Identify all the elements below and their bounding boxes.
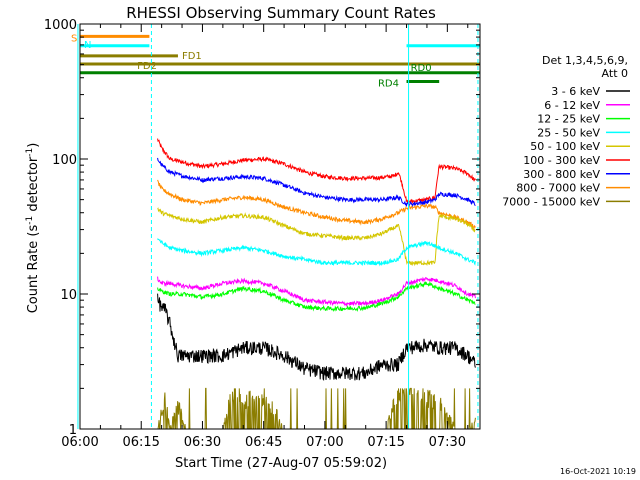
series-line-7000-15000keV <box>157 387 476 430</box>
x-tick-label-6: 07:30 <box>429 435 466 450</box>
x-tick-label-4: 07:00 <box>306 435 343 450</box>
flag-label-n: N <box>84 40 91 51</box>
legend-label-8: 7000 - 15000 keV <box>502 195 600 208</box>
series-line-800-7000keV <box>157 179 476 231</box>
series-line-3-6keV <box>157 293 476 382</box>
x-axis-label: Start Time (27-Aug-07 05:59:02) <box>175 456 387 471</box>
legend-label-4: 50 - 100 keV <box>530 140 600 153</box>
y-axis-label: Count Rate (s-1 detector-1) <box>25 143 41 314</box>
chart-title: RHESSI Observing Summary Count Rates <box>126 4 436 22</box>
flag-label-rd4: RD4 <box>378 79 399 90</box>
vline-layer <box>77 24 479 429</box>
series-line-100-300keV <box>157 138 476 205</box>
legend-header-0: Det 1,3,4,5,6,9, <box>542 54 628 67</box>
series-line-12-25keV <box>157 280 476 313</box>
legend-label-3: 25 - 50 keV <box>537 126 600 139</box>
y-tick-label-3: 1000 <box>44 18 77 33</box>
x-tick-label-1: 06:15 <box>122 435 159 450</box>
series-line-25-50keV <box>157 238 476 267</box>
flag-layer: SN FD1 FD2 RD0 RD4 <box>71 33 480 90</box>
legend-header-1: Att 0 <box>602 67 628 80</box>
legend-label-6: 300 - 800 keV <box>523 168 600 181</box>
legend-label-0: 3 - 6 keV <box>551 85 600 98</box>
flag-label-s: S <box>71 33 77 44</box>
series-layer <box>157 138 476 430</box>
series-line-50-100keV <box>157 207 476 267</box>
y-tick-label-2: 100 <box>52 153 77 168</box>
y-tick-label-0: 1 <box>69 423 77 438</box>
flag-label-fd2: FD2 <box>137 61 157 72</box>
footer-timestamp: 16-Oct-2021 10:19 <box>560 467 636 476</box>
flag-label-fd1: FD1 <box>182 51 202 62</box>
y-tick-label-1: 10 <box>60 288 77 303</box>
series-line-6-12keV <box>157 276 476 308</box>
plot-frame <box>79 23 481 430</box>
legend-label-1: 6 - 12 keV <box>544 99 600 112</box>
x-tick-label-5: 07:15 <box>367 435 404 450</box>
x-tick-label-2: 06:30 <box>184 435 221 450</box>
series-line-300-800keV <box>157 157 476 208</box>
legend-label-5: 100 - 300 keV <box>523 154 600 167</box>
x-tick-label-3: 06:45 <box>245 435 282 450</box>
legend-label-7: 800 - 7000 keV <box>516 182 600 195</box>
legend-label-2: 12 - 25 keV <box>537 113 600 126</box>
axis-layer: 06:00 06:15 06:30 06:45 07:00 07:15 07:30 1 10 10… <box>44 18 480 450</box>
flag-label-rd0: RD0 <box>411 63 432 74</box>
x-tick-label-0: 06:00 <box>61 435 98 450</box>
